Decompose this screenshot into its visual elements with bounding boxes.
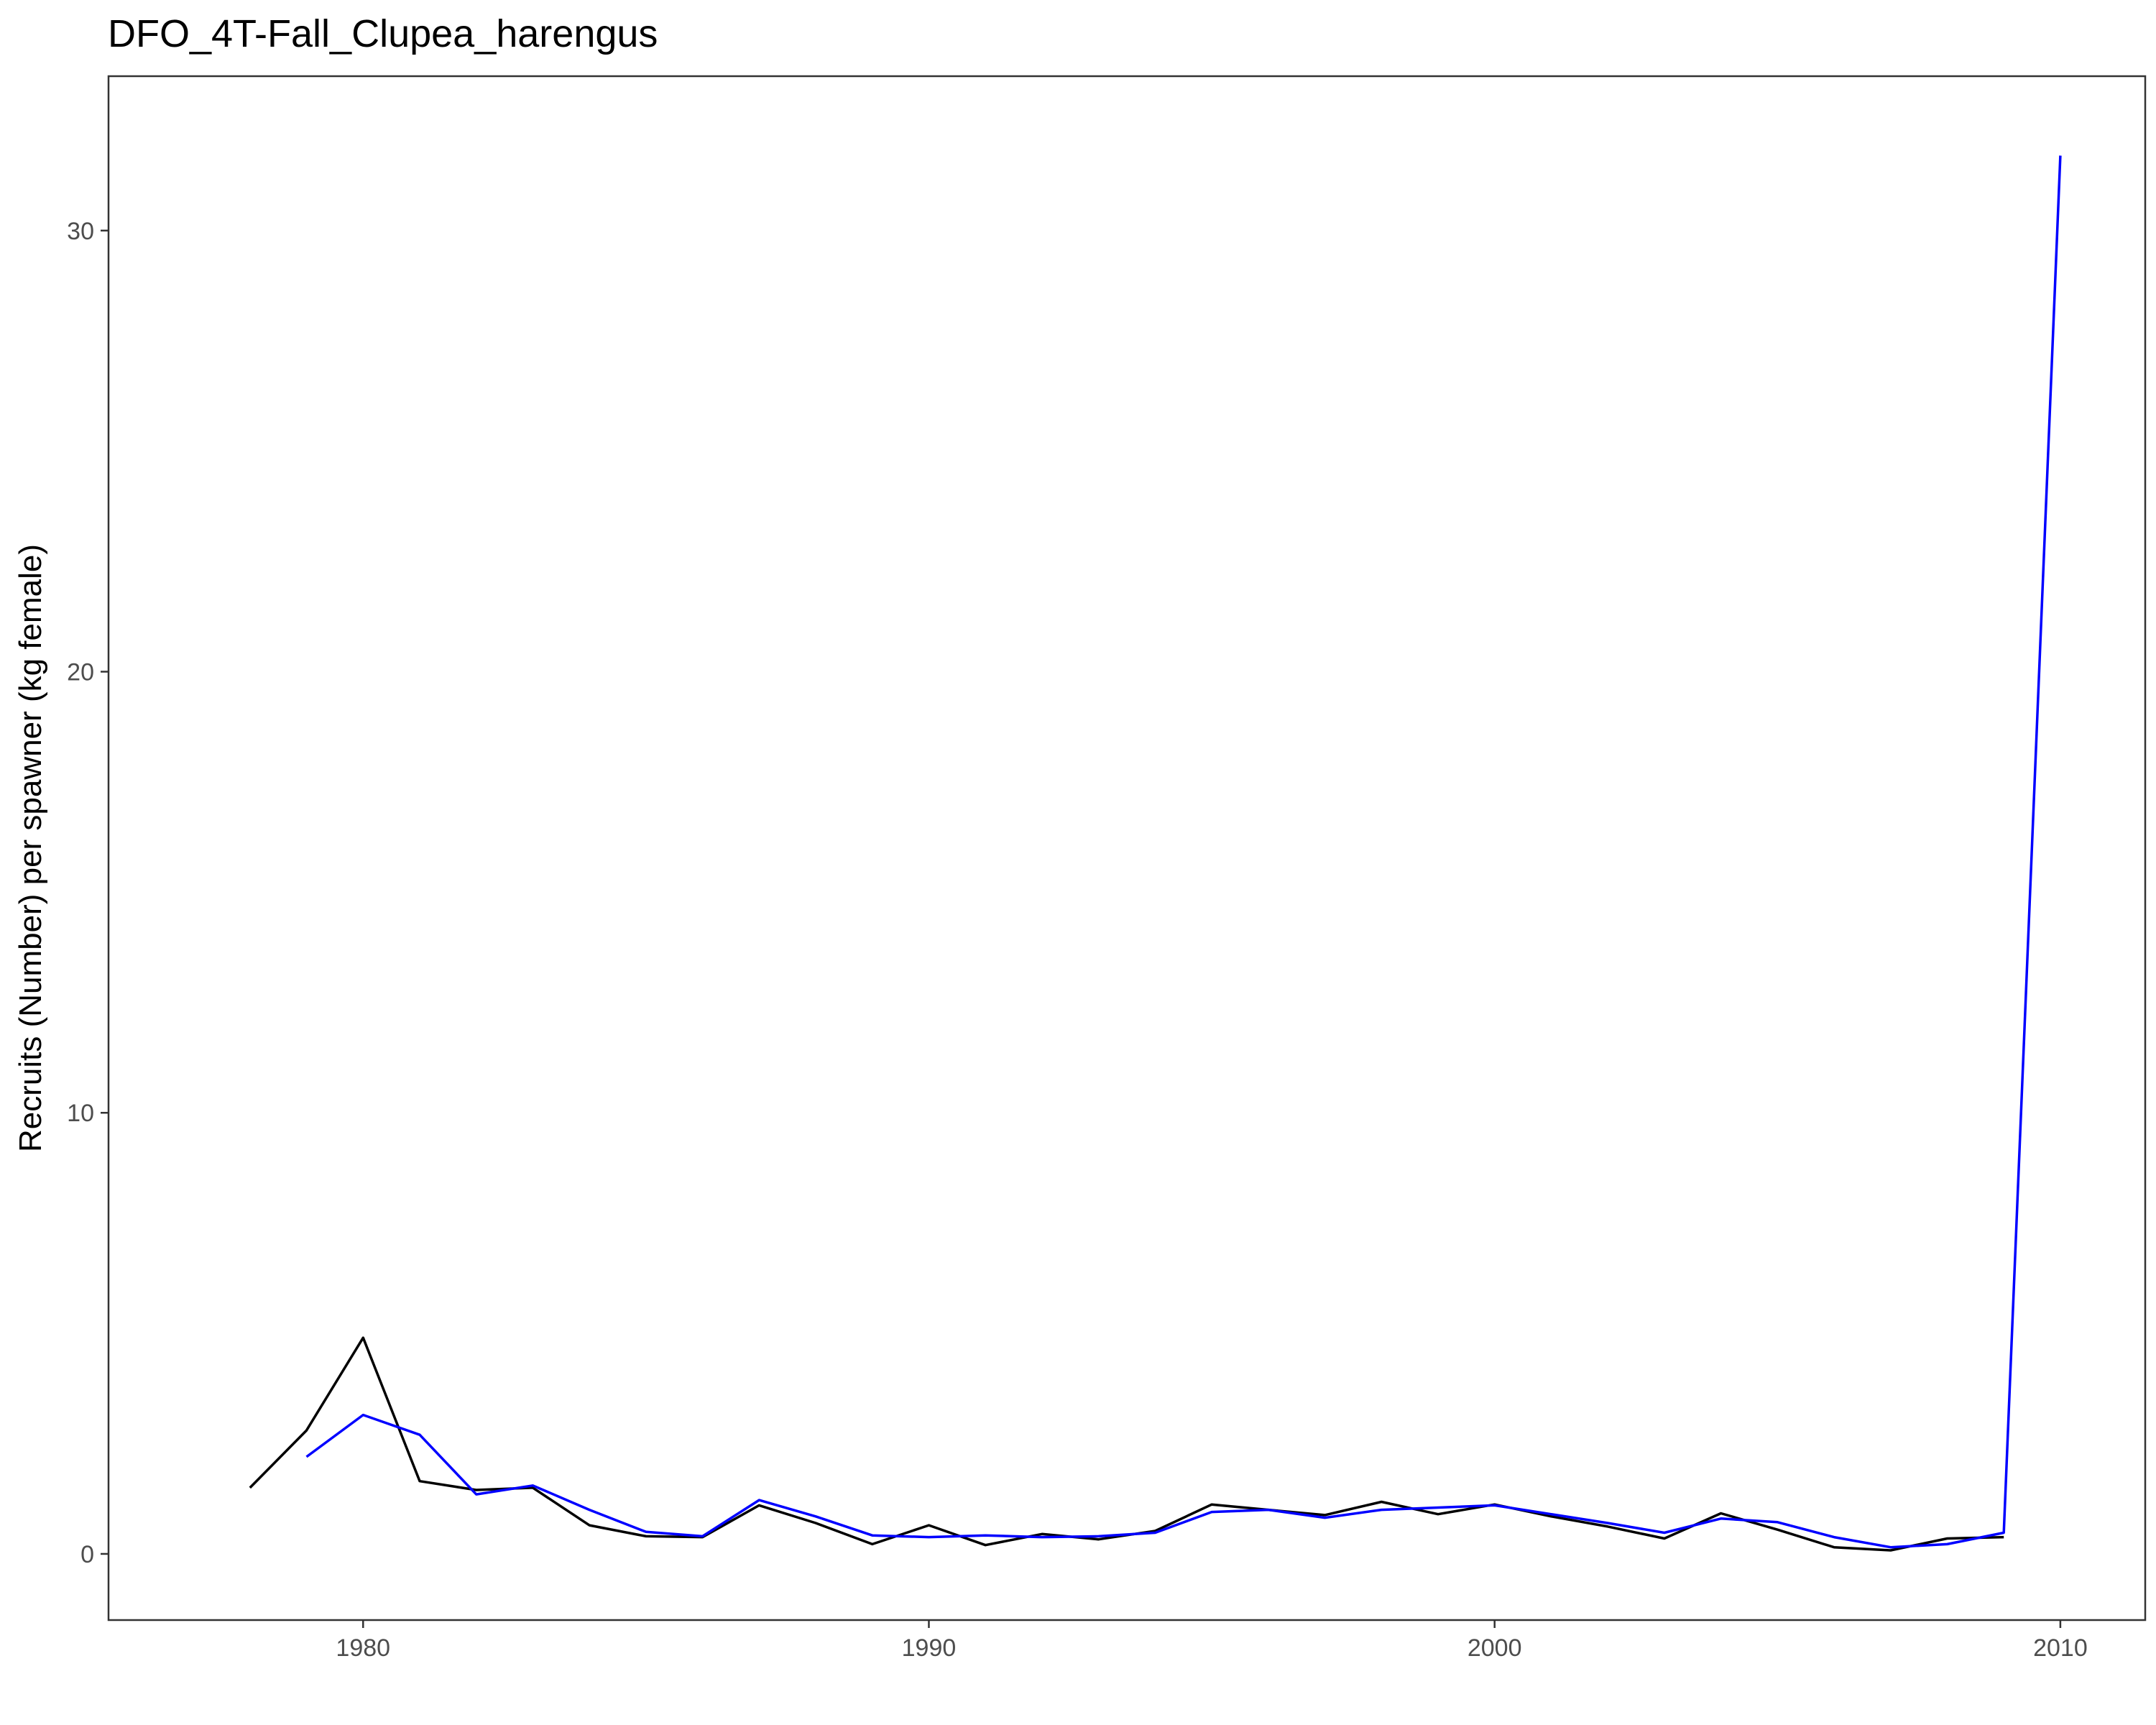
x-tick-label: 1990	[902, 1634, 957, 1662]
plot-panel	[107, 75, 2147, 1622]
x-tick-label: 1980	[336, 1634, 390, 1662]
y-tick-label: 20	[67, 659, 94, 686]
y-axis-label: Recruits (Number) per spawner (kg female…	[13, 544, 48, 1152]
chart-title: DFO_4T-Fall_Clupea_harengus	[108, 12, 658, 55]
series-lines	[249, 155, 2062, 1552]
y-tick-label: 0	[80, 1541, 94, 1568]
y-tick-label: 10	[67, 1100, 94, 1127]
x-tick-label: 2000	[1468, 1634, 1522, 1662]
y-tick-label: 30	[67, 218, 94, 245]
x-tick-label: 2010	[2033, 1634, 2088, 1662]
y-axis: 0 10 20 30	[67, 218, 109, 1568]
x-axis: 1980 1990 2000 2010	[336, 1620, 2088, 1662]
series-line-2	[305, 155, 2062, 1549]
